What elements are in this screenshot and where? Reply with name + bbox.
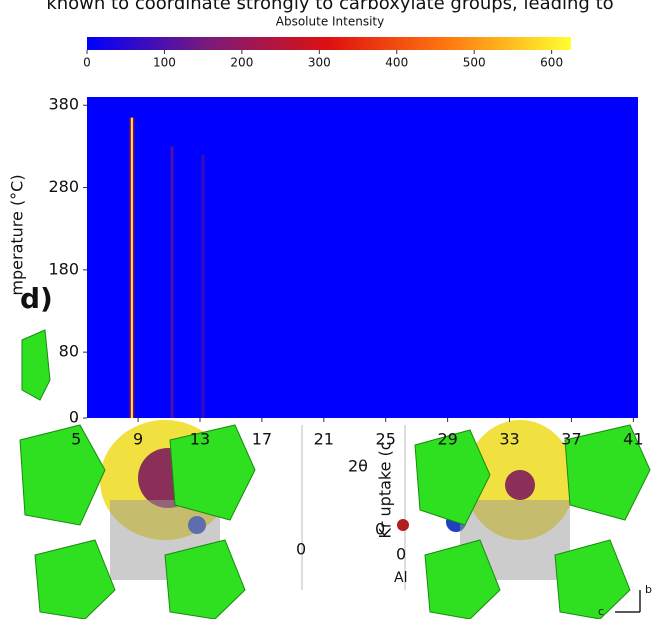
structure-right xyxy=(414,420,651,619)
y-tick-label: 0 xyxy=(69,408,79,427)
x-tick-label: 5 xyxy=(71,430,81,449)
x-tick-label: 9 xyxy=(133,430,143,449)
y-tick-label: 280 xyxy=(48,177,79,196)
fragment: b xyxy=(645,583,652,596)
x-tick-label: 41 xyxy=(623,430,643,449)
colorbar xyxy=(87,37,571,50)
fragment: 0 xyxy=(296,540,306,559)
fragment: Kr uptake (c xyxy=(376,441,395,538)
colorbar-title: Absolute Intensity xyxy=(276,15,385,29)
heatmap xyxy=(87,97,638,419)
fragment: 0 xyxy=(396,545,406,564)
y-tick-label: 80 xyxy=(59,342,79,361)
colorbar-tick-label: 600 xyxy=(540,56,563,70)
colorbar-tick-label: 400 xyxy=(385,56,408,70)
x-tick-label: 29 xyxy=(437,430,457,449)
x-tick-label: 33 xyxy=(499,430,519,449)
colorbar-tick-label: 100 xyxy=(153,56,176,70)
symbol xyxy=(397,519,409,531)
structure-left xyxy=(19,329,256,619)
panel-label: d) xyxy=(20,282,53,315)
caption-fragment: known to coordinate strongly to carboxyl… xyxy=(46,0,613,14)
x-tick-label: 13 xyxy=(190,430,210,449)
y-tick-label: 380 xyxy=(48,95,79,114)
x-tick-label: 17 xyxy=(252,430,272,449)
y-tick-label: 180 xyxy=(48,259,79,278)
fragment: 0 xyxy=(375,520,385,539)
fragment: 2θ xyxy=(348,457,368,476)
fragment: c xyxy=(598,605,604,618)
x-tick-label: 25 xyxy=(376,430,396,449)
fragment: Al xyxy=(394,570,407,586)
colorbar-tick-label: 200 xyxy=(230,56,253,70)
x-tick-label: 21 xyxy=(314,430,334,449)
colorbar-tick-label: 500 xyxy=(463,56,486,70)
colorbar-tick-label: 300 xyxy=(308,56,331,70)
heatmap-background xyxy=(87,97,638,418)
y-axis-label: mperature (°C) xyxy=(8,174,27,295)
x-tick-label: 37 xyxy=(561,430,581,449)
colorbar-tick-label: 0 xyxy=(83,56,91,70)
